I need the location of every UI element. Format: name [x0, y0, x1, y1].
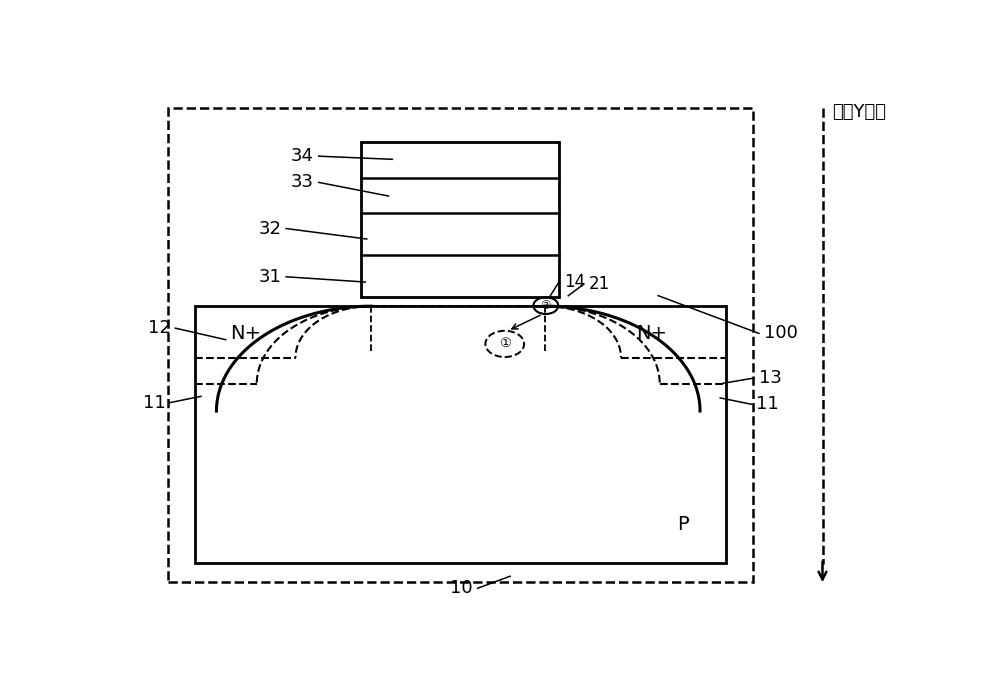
Text: 14: 14 [564, 273, 585, 291]
Bar [195, 306, 726, 563]
Bar [361, 142, 559, 297]
Text: N+: N+ [230, 324, 261, 343]
Text: 32: 32 [259, 219, 282, 238]
Text: 21: 21 [588, 275, 610, 293]
Text: 13: 13 [759, 369, 782, 387]
Text: ②: ② [541, 299, 551, 312]
Text: 33: 33 [291, 174, 314, 191]
Text: 10: 10 [450, 580, 473, 597]
Text: 空间Y方向: 空间Y方向 [832, 103, 886, 121]
Text: 31: 31 [259, 268, 282, 286]
Text: N+: N+ [637, 324, 668, 343]
Text: P: P [677, 516, 689, 535]
Text: 100: 100 [764, 324, 797, 343]
Text: 11: 11 [756, 395, 779, 413]
Text: 12: 12 [148, 319, 171, 337]
Text: 34: 34 [291, 147, 314, 165]
Text: 11: 11 [143, 394, 165, 411]
Text: ①: ① [499, 337, 511, 351]
Bar [168, 108, 753, 582]
